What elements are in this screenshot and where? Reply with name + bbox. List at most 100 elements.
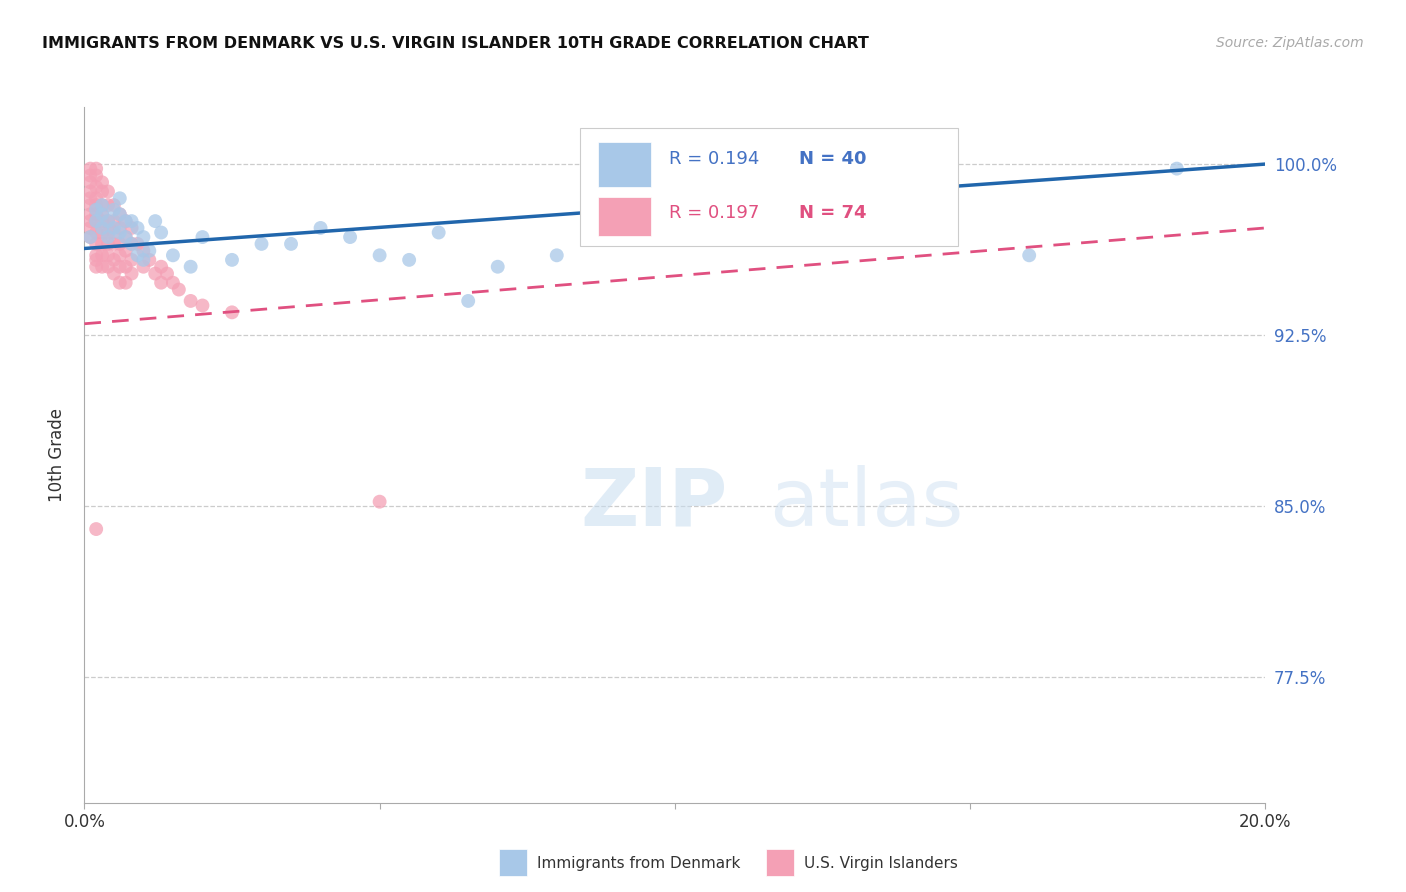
Text: Immigrants from Denmark: Immigrants from Denmark [537,856,741,871]
Point [84,236,107,251]
Point [127,236,149,251]
Point [91,185,114,199]
Point [138,244,160,258]
Point [398,252,420,267]
Point [79,198,101,212]
Point [79,221,101,235]
Point [79,230,101,244]
Point [114,230,136,244]
Point [150,276,173,290]
Point [84,198,107,212]
Point [108,221,131,235]
Point [91,198,114,212]
Point [84,260,107,274]
Bar [598,142,651,187]
Point [121,236,143,251]
Point [79,161,101,176]
Bar [499,849,527,876]
Point [84,191,107,205]
Point [138,252,160,267]
Text: R = 0.197: R = 0.197 [669,203,759,222]
Point [114,214,136,228]
Point [114,214,136,228]
Point [97,185,120,199]
Text: Source: ZipAtlas.com: Source: ZipAtlas.com [1216,36,1364,50]
Point [108,248,131,262]
Point [127,248,149,262]
Point [91,198,114,212]
Point [103,221,125,235]
Point [108,207,131,221]
Point [309,221,332,235]
Point [150,226,173,240]
Point [121,214,143,228]
FancyBboxPatch shape [581,128,959,246]
Point [108,226,131,240]
Point [108,207,131,221]
Point [84,522,107,536]
Point [103,252,125,267]
Text: N = 74: N = 74 [799,203,866,222]
Point [162,276,184,290]
Point [143,214,166,228]
Point [132,244,155,258]
Point [191,230,214,244]
Point [97,248,120,262]
Point [156,267,179,281]
Point [97,230,120,244]
Point [114,244,136,258]
Point [84,202,107,217]
Point [486,260,509,274]
Point [79,185,101,199]
Point [79,230,101,244]
Point [368,248,391,262]
Point [114,276,136,290]
Point [143,267,166,281]
Point [84,169,107,183]
Point [79,207,101,221]
Point [121,236,143,251]
Point [79,169,101,183]
Bar [598,197,651,235]
Point [457,293,479,308]
Point [91,248,114,262]
Text: U.S. Virgin Islanders: U.S. Virgin Islanders [804,856,957,871]
Point [221,252,243,267]
Point [114,260,136,274]
Text: atlas: atlas [769,465,963,542]
Point [103,236,125,251]
Point [191,298,214,312]
Point [91,207,114,221]
Point [108,276,131,290]
Text: IMMIGRANTS FROM DENMARK VS U.S. VIRGIN ISLANDER 10TH GRADE CORRELATION CHART: IMMIGRANTS FROM DENMARK VS U.S. VIRGIN I… [42,36,869,51]
Point [97,214,120,228]
Point [250,236,273,251]
Point [114,230,136,244]
Point [84,214,107,228]
Point [339,230,361,244]
Point [221,305,243,319]
Point [79,214,101,228]
Point [84,180,107,194]
Point [132,260,155,274]
Point [103,214,125,228]
Point [1018,248,1040,262]
Point [180,293,202,308]
Y-axis label: 10th Grade: 10th Grade [48,408,66,502]
Point [121,267,143,281]
Point [103,226,125,240]
Point [108,191,131,205]
Point [103,267,125,281]
Point [84,207,107,221]
Point [427,226,450,240]
Point [97,260,120,274]
Point [91,260,114,274]
Point [1166,161,1188,176]
Point [162,248,184,262]
Point [103,202,125,217]
Point [132,230,155,244]
Point [97,226,120,240]
Point [167,283,190,297]
Text: N = 40: N = 40 [799,150,866,169]
Bar [766,849,794,876]
